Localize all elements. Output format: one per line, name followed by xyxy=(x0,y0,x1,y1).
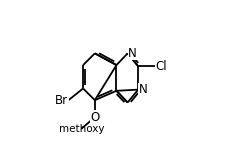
Text: N: N xyxy=(139,83,147,96)
Text: Cl: Cl xyxy=(155,60,167,73)
Text: methoxy: methoxy xyxy=(59,124,104,134)
Text: N: N xyxy=(128,47,137,60)
Text: Br: Br xyxy=(55,94,68,107)
Text: O: O xyxy=(90,111,99,124)
